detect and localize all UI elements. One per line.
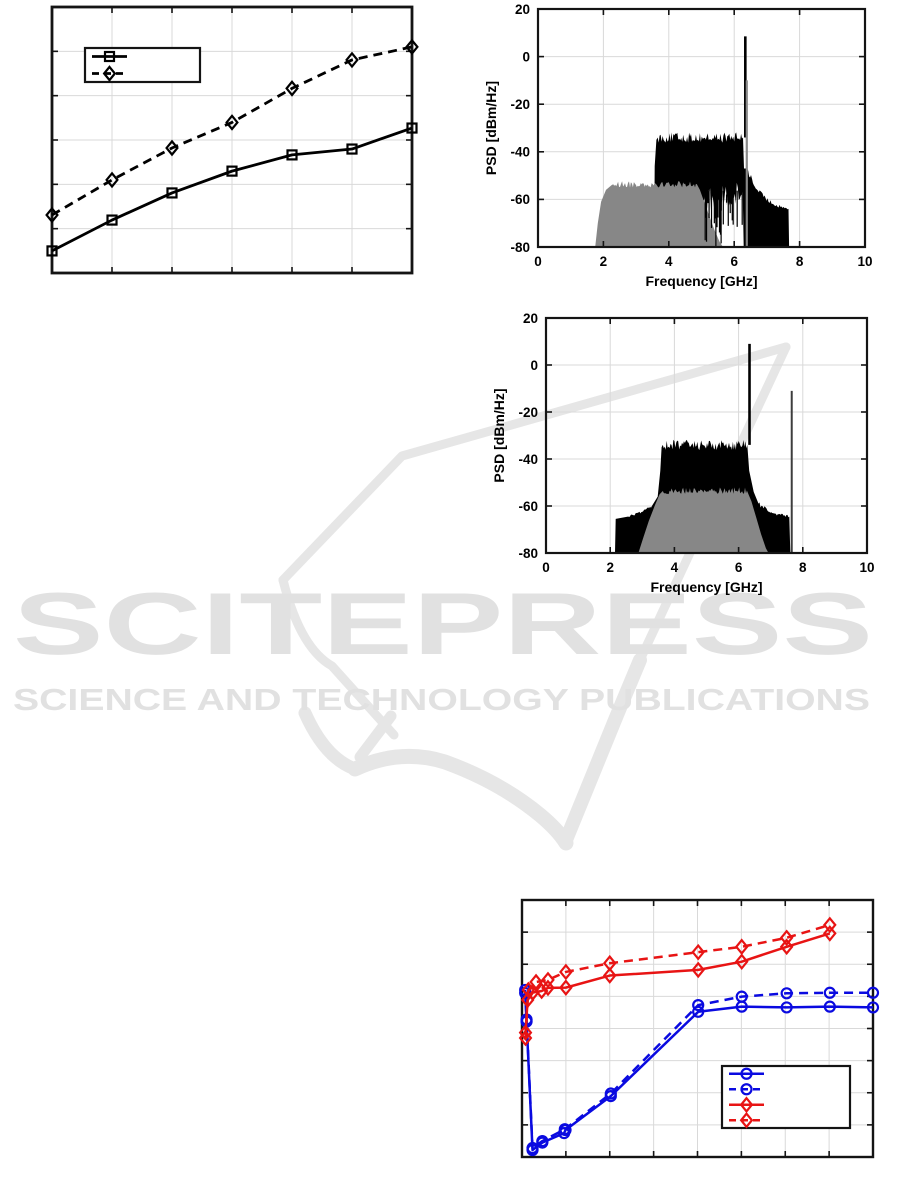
y-tick-label: -20	[510, 97, 530, 112]
plot-border	[536, 7, 867, 249]
watermark-brand-text: SCITEPRESS	[13, 574, 873, 673]
scitepress-watermark: SCITEPRESS SCIENCE AND TECHNOLOGY PUBLICA…	[13, 342, 873, 851]
scitepress-logo-stroke-0	[278, 342, 791, 585]
axis-labels: 0 2 4 6 8 10 20 0 -20 -40 -60 -80 Frequency [GHz] PSD…	[491, 311, 875, 595]
x-tick-label: 10	[859, 560, 874, 575]
fill-gray-spectrum	[595, 181, 724, 247]
x-tick-label: 8	[796, 254, 804, 269]
scitepress-logo-stroke-5	[347, 748, 574, 851]
x-tick-label: 2	[606, 560, 614, 575]
x-axis-label: Frequency [GHz]	[650, 579, 762, 595]
y-tick-label: -40	[510, 145, 530, 160]
y-tick-label: 20	[515, 2, 530, 17]
y-tick-label: -60	[518, 499, 538, 514]
x-tick-label: 6	[730, 254, 738, 269]
y-tick-label: -80	[510, 240, 530, 255]
y-tick-label: 20	[523, 311, 538, 326]
y-tick-label: 0	[522, 49, 530, 64]
fill-gray-spectrum	[638, 487, 769, 553]
y-tick-label: -60	[510, 192, 530, 207]
plot-border	[50, 5, 414, 275]
y-tick-label: -40	[518, 452, 538, 467]
line-chart-top-left	[45, 5, 419, 275]
y-tick-label: -80	[518, 546, 538, 561]
axis-labels: 0 2 4 6 8 10 20 0 -20 -40 -60 -80 Frequency [GHz] PSD…	[483, 2, 873, 289]
legend-entry-blue-solid-circles	[729, 1067, 764, 1080]
x-tick-label: 0	[534, 254, 542, 269]
x-tick-label: 10	[857, 254, 872, 269]
scitepress-logo-stroke-6	[354, 710, 397, 763]
y-tick-label: -20	[518, 405, 538, 420]
scitepress-logo-stroke-2	[559, 653, 647, 847]
legend-entry-blue-dashed-circles	[729, 1083, 764, 1096]
series-dashed-diamonds	[45, 38, 419, 224]
noise-comb	[704, 185, 743, 247]
plot-border	[544, 316, 869, 555]
watermark-tagline-text: SCIENCE AND TECHNOLOGY PUBLICATIONS	[13, 682, 870, 717]
series-red-dashed-diamonds	[518, 916, 837, 1047]
x-tick-label: 2	[600, 254, 608, 269]
legend-entry-red-solid-diamonds	[729, 1096, 764, 1114]
legend-entry-dashed-diamonds	[92, 65, 127, 82]
psd-chart-top-right: 0 2 4 6 8 10 20 0 -20 -40 -60 -80 Frequency [GHz] PSD…	[483, 2, 873, 289]
plot-border	[520, 898, 875, 1159]
x-tick-label: 6	[735, 560, 743, 575]
grid	[52, 7, 412, 273]
x-tick-label: 4	[665, 254, 673, 269]
legend	[83, 46, 202, 84]
y-tick-label: 0	[530, 358, 538, 373]
x-tick-label: 4	[671, 560, 679, 575]
legend-entry-solid-squares	[92, 50, 127, 63]
line-chart-bottom-right	[518, 898, 880, 1159]
scitepress-logo-stroke-4	[298, 706, 362, 776]
y-axis-label: PSD [dBm/Hz]	[483, 81, 499, 175]
scitepress-logo-stroke-3	[278, 575, 399, 740]
series-solid-squares	[46, 122, 418, 257]
y-axis-label: PSD [dBm/Hz]	[491, 388, 507, 482]
psd-chart-middle-right: 0 2 4 6 8 10 20 0 -20 -40 -60 -80 Frequency [GHz] PSD…	[491, 311, 875, 595]
legend-entry-red-dashed-diamonds	[729, 1111, 764, 1129]
x-axis-label: Frequency [GHz]	[645, 273, 757, 289]
x-tick-label: 0	[542, 560, 550, 575]
grid	[538, 9, 865, 247]
x-tick-label: 8	[799, 560, 807, 575]
legend	[720, 1064, 852, 1130]
